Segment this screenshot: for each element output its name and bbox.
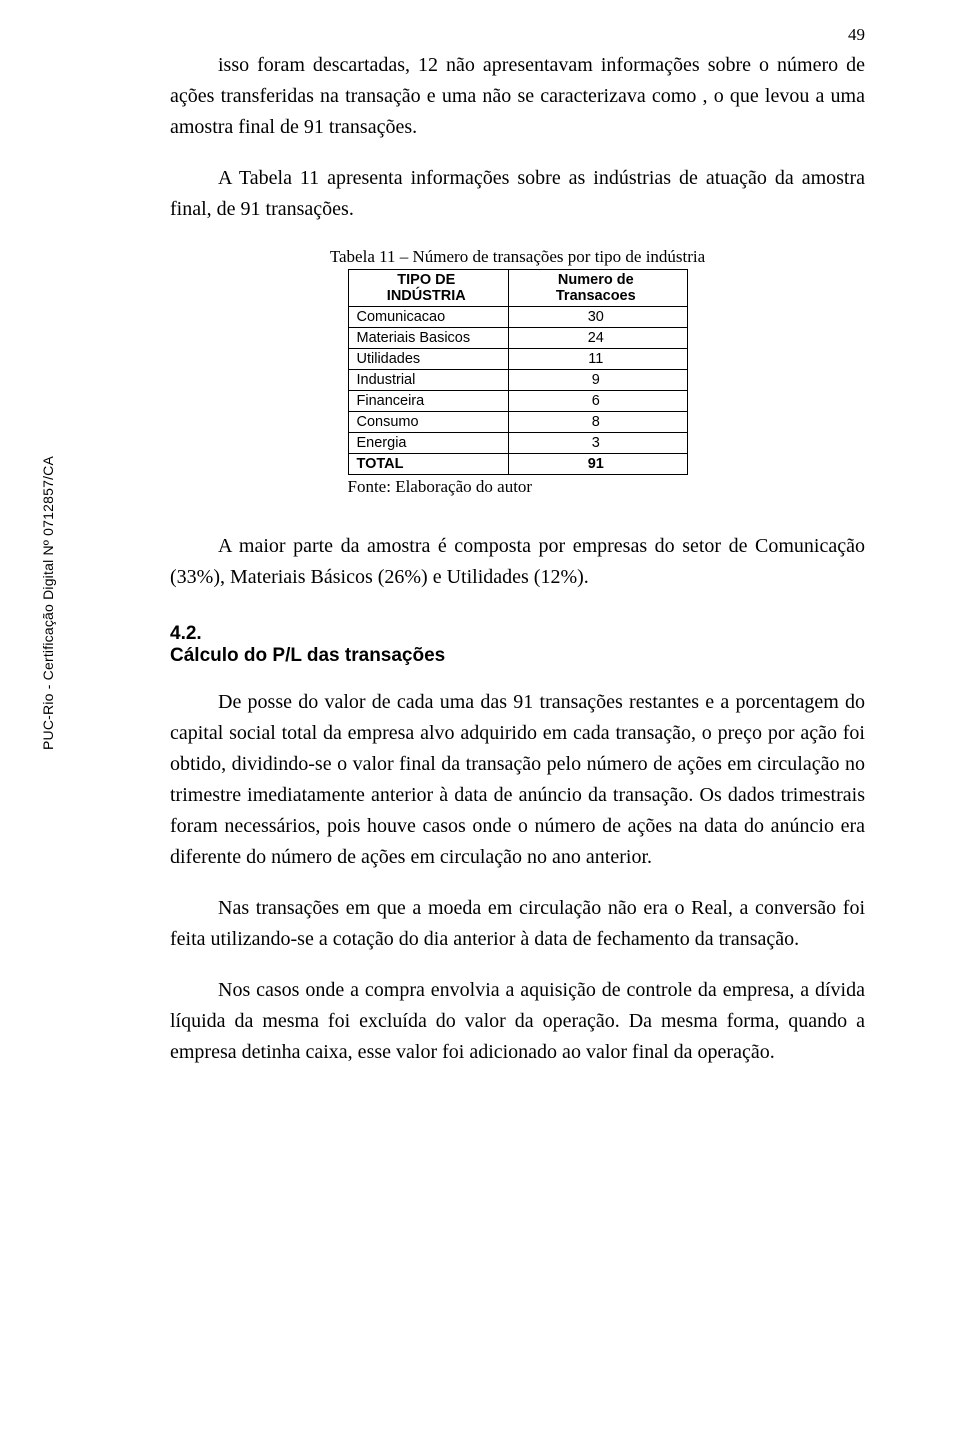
col2-header: Numero de Transacoes [509,270,687,307]
page: 49 PUC-Rio - Certificação Digital Nº 071… [0,0,960,1448]
paragraph-6: Nos casos onde a compra envolvia a aquis… [170,975,865,1068]
total-value: 91 [509,454,687,475]
row-label: Consumo [348,412,509,433]
col1-header: TIPO DE INDÚSTRIA [348,270,509,307]
paragraph-4: De posse do valor de cada uma das 91 tra… [170,687,865,873]
row-value: 11 [509,349,687,370]
table-source: Fonte: Elaboração do autor [348,477,688,497]
row-value: 6 [509,391,687,412]
table-row: Comunicacao 30 [348,307,687,328]
paragraph-1: isso foram descartadas, 12 não apresenta… [170,50,865,143]
table-wrap: TIPO DE INDÚSTRIA Numero de Transacoes C… [348,269,688,497]
row-value: 3 [509,433,687,454]
row-label: Utilidades [348,349,509,370]
table-row: Energia 3 [348,433,687,454]
row-value: 9 [509,370,687,391]
row-label: Financeira [348,391,509,412]
paragraph-5: Nas transações em que a moeda em circula… [170,893,865,955]
table-header-row: TIPO DE INDÚSTRIA Numero de Transacoes [348,270,687,307]
row-label: Energia [348,433,509,454]
table-caption: Tabela 11 – Número de transações por tip… [170,247,865,267]
section-number: 4.2. [170,623,865,645]
row-value: 30 [509,307,687,328]
table-row: Materiais Basicos 24 [348,328,687,349]
table-row: Utilidades 11 [348,349,687,370]
table-total-row: TOTAL 91 [348,454,687,475]
sidebar-certification: PUC-Rio - Certificação Digital Nº 071285… [40,456,56,750]
row-label: Materiais Basicos [348,328,509,349]
total-label: TOTAL [348,454,509,475]
table-row: Financeira 6 [348,391,687,412]
paragraph-3: A maior parte da amostra é composta por … [170,531,865,593]
row-value: 24 [509,328,687,349]
row-label: Industrial [348,370,509,391]
paragraph-2: A Tabela 11 apresenta informações sobre … [170,163,865,225]
section-title: Cálculo do P/L das transações [170,645,865,667]
row-label: Comunicacao [348,307,509,328]
row-value: 8 [509,412,687,433]
page-number: 49 [848,25,865,45]
table-row: Consumo 8 [348,412,687,433]
industry-table: TIPO DE INDÚSTRIA Numero de Transacoes C… [348,269,688,475]
table-row: Industrial 9 [348,370,687,391]
